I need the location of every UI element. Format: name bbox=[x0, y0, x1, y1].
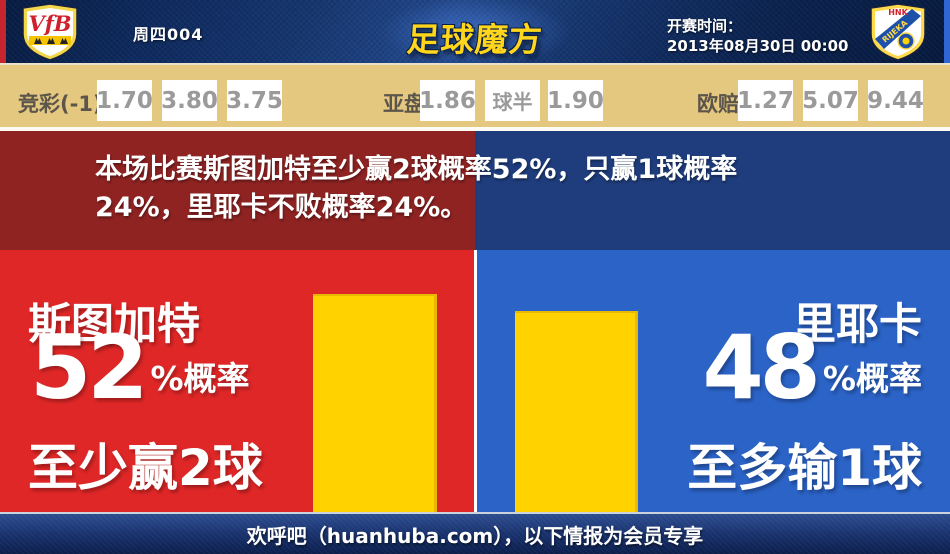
header-bar: VfB 周四004 足球魔方 开赛时间： 2013年08月30日 00:00 H… bbox=[0, 0, 950, 70]
jingcai-odds-away: 3.75 bbox=[226, 80, 283, 121]
home-outcome-label: 至少赢2球 bbox=[28, 439, 263, 497]
home-probability-bar bbox=[313, 294, 437, 512]
oupei-odds-away: 9.44 bbox=[867, 80, 924, 121]
yapan-odds-home: 1.86 bbox=[419, 80, 476, 121]
home-team-name: 斯图加特 bbox=[28, 300, 200, 350]
away-percent-suffix: %概率 bbox=[822, 359, 922, 399]
away-outcome-label: 至多输1球 bbox=[687, 439, 922, 497]
yapan-label: 亚盘 bbox=[383, 92, 425, 116]
away-probability: 48 %概率 bbox=[702, 316, 922, 419]
logo-glow bbox=[370, 0, 580, 70]
home-percent-value: 52 bbox=[30, 316, 148, 419]
home-probability: 52 %概率 bbox=[30, 316, 250, 419]
yapan-handicap: 球半 bbox=[485, 80, 540, 121]
oupei-odds-home: 1.27 bbox=[737, 80, 794, 121]
home-team-logo-icon: VfB bbox=[22, 3, 78, 61]
odds-bar: 竞彩(-1) 1.70 3.80 3.75 亚盘 1.86 球半 1.90 欧赔… bbox=[0, 65, 950, 127]
right-edge-accent bbox=[944, 0, 950, 63]
footer-separator bbox=[0, 512, 950, 514]
center-divider bbox=[474, 250, 477, 512]
away-team-logo-icon: HNK RIJEKA bbox=[870, 3, 926, 61]
svg-text:VfB: VfB bbox=[28, 11, 71, 36]
jingcai-odds-draw: 3.80 bbox=[161, 80, 218, 121]
yapan-odds-away: 1.90 bbox=[547, 80, 604, 121]
kickoff-info: 开赛时间： 2013年08月30日 00:00 bbox=[667, 16, 848, 56]
away-team-name: 里耶卡 bbox=[793, 300, 922, 350]
odds-separator bbox=[0, 127, 950, 131]
footer-bar: 欢呼吧（huanhuba.com），以下情报为会员专享 bbox=[0, 514, 950, 554]
oupei-label: 欧赔 bbox=[697, 92, 739, 116]
summary-line-1: 本场比赛斯图加特至少赢2球概率52%，只赢1球概率 bbox=[95, 154, 738, 185]
jingcai-label: 竞彩(-1) bbox=[18, 92, 103, 116]
probability-panels: 斯图加特 52 %概率 至少赢2球 里耶卡 48 %概率 至多输1球 bbox=[0, 250, 950, 512]
prediction-summary: 本场比赛斯图加特至少赢2球概率52%，只赢1球概率 24%，里耶卡不败概率24%… bbox=[0, 131, 950, 250]
header-separator bbox=[0, 63, 950, 65]
oupei-odds-draw: 5.07 bbox=[802, 80, 859, 121]
jingcai-odds-home: 1.70 bbox=[96, 80, 153, 121]
away-probability-bar bbox=[515, 311, 638, 512]
kickoff-label: 开赛时间： bbox=[667, 17, 743, 35]
away-percent-value: 48 bbox=[702, 316, 820, 419]
home-percent-suffix: %概率 bbox=[150, 359, 250, 399]
site-logo: 足球魔方 bbox=[405, 20, 545, 59]
summary-line-2: 24%，里耶卡不败概率24%。 bbox=[95, 192, 468, 223]
svg-text:HNK: HNK bbox=[888, 8, 908, 17]
prediction-summary-text: 本场比赛斯图加特至少赢2球概率52%，只赢1球概率 24%，里耶卡不败概率24%… bbox=[95, 151, 737, 227]
footer-text: 欢呼吧（huanhuba.com），以下情报为会员专享 bbox=[246, 523, 704, 548]
kickoff-time: 2013年08月30日 00:00 bbox=[667, 37, 849, 55]
left-edge-accent bbox=[0, 0, 6, 63]
match-code-label: 周四004 bbox=[133, 25, 204, 44]
